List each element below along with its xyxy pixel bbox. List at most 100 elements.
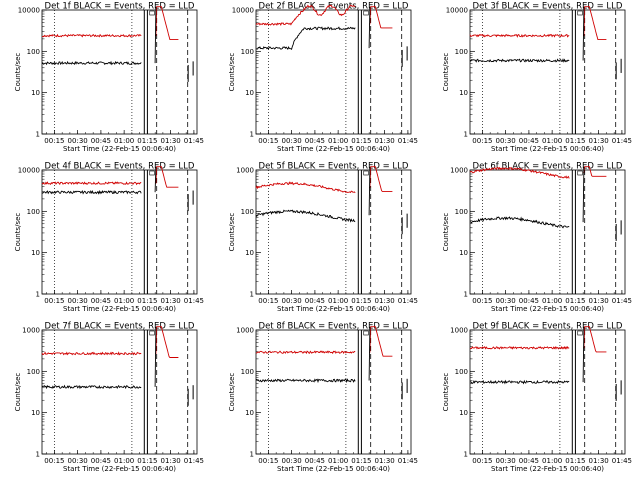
y-tick-label: 10 <box>459 89 468 97</box>
events-series-line <box>41 384 142 390</box>
y-tick-label: 1 <box>36 291 40 299</box>
y-tick-label: 100 <box>241 208 254 216</box>
x-tick-label: 00:15 <box>44 297 64 305</box>
x-axis-label: Start Time (22-Feb-15 00:06:40) <box>491 465 604 473</box>
y-axis-label: Counts/sec <box>14 53 22 92</box>
x-tick-label: 00:15 <box>472 297 492 305</box>
x-tick-label: 00:15 <box>258 457 278 465</box>
x-tick-label: 00:30 <box>282 457 302 465</box>
events-series-tail <box>582 326 585 383</box>
y-tick-label: 1 <box>250 451 254 459</box>
plot-frame <box>41 169 198 295</box>
y-axis-label: Counts/sec <box>228 373 236 412</box>
x-tick-label: 01:15 <box>137 297 157 305</box>
segment-marker <box>363 170 369 176</box>
segment-marker <box>363 330 369 336</box>
x-tick-label: 01:45 <box>184 137 204 145</box>
y-axis-label: Counts/sec <box>442 373 450 412</box>
x-tick-label: 00:30 <box>68 297 88 305</box>
x-tick-label: 00:15 <box>472 457 492 465</box>
y-tick-label: 1 <box>250 291 254 299</box>
events-series-tail <box>368 6 371 49</box>
x-tick-label: 00:30 <box>496 297 516 305</box>
lld-series-tail <box>155 6 179 41</box>
y-tick-label: 100 <box>455 368 468 376</box>
x-tick-label: 01:15 <box>137 137 157 145</box>
x-tick-label: 01:15 <box>351 457 371 465</box>
plot-frame <box>41 329 198 455</box>
events-series-tail <box>368 166 371 216</box>
segment-marker <box>149 10 155 16</box>
y-tick-label: 10000 <box>18 167 40 175</box>
events-series-tail <box>154 326 157 387</box>
x-tick-label: 01:00 <box>114 457 134 465</box>
x-axis-label: Start Time (22-Feb-15 00:06:40) <box>277 305 390 313</box>
lld-series-line <box>469 166 570 179</box>
x-tick-label: 01:30 <box>375 137 395 145</box>
x-tick-label: 00:15 <box>258 137 278 145</box>
y-tick-label: 10 <box>245 409 254 417</box>
x-tick-label: 01:00 <box>328 297 348 305</box>
y-tick-label: 100 <box>27 208 40 216</box>
plot-frame <box>469 169 626 295</box>
lld-series-line <box>41 351 142 356</box>
plot-frame <box>255 9 412 135</box>
events-series-line <box>255 26 356 50</box>
lld-series-line <box>255 350 356 355</box>
x-axis-label: Start Time (22-Feb-15 00:06:40) <box>491 305 604 313</box>
y-tick-label: 100 <box>27 368 40 376</box>
x-tick-label: 01:15 <box>137 457 157 465</box>
events-series-tail <box>582 6 585 61</box>
panel-title: Det 5f BLACK = Events, RED = LLD <box>259 162 409 172</box>
x-axis-label: Start Time (22-Feb-15 00:06:40) <box>63 465 176 473</box>
panel-title: Det 1f BLACK = Events, RED = LLD <box>45 2 195 12</box>
x-tick-label: 01:00 <box>328 137 348 145</box>
lld-series-tail <box>369 166 393 192</box>
x-tick-label: 00:30 <box>68 137 88 145</box>
x-tick-label: 00:15 <box>472 137 492 145</box>
panel-title: Det 9f BLACK = Events, RED = LLD <box>473 322 623 332</box>
y-tick-label: 100 <box>455 208 468 216</box>
x-axis-label: Start Time (22-Feb-15 00:06:40) <box>277 465 390 473</box>
y-tick-label: 1000 <box>236 167 254 175</box>
y-tick-label: 1 <box>36 131 40 139</box>
x-tick-label: 01:00 <box>542 137 562 145</box>
x-tick-label: 01:00 <box>542 297 562 305</box>
x-tick-label: 01:45 <box>612 297 632 305</box>
plot-frame <box>469 329 626 455</box>
y-axis-label: Counts/sec <box>228 213 236 252</box>
x-tick-label: 01:30 <box>161 457 181 465</box>
y-tick-label: 1 <box>464 131 468 139</box>
x-tick-label: 00:30 <box>282 137 302 145</box>
x-tick-label: 01:00 <box>114 297 134 305</box>
lld-series-line <box>469 33 570 38</box>
x-tick-label: 00:45 <box>91 137 111 145</box>
y-tick-label: 10 <box>31 249 40 257</box>
panel-det-2: Det 2f BLACK = Events, RED = LLD 1 10 100 10… <box>228 2 418 154</box>
plot-frame <box>255 329 412 455</box>
y-tick-label: 10 <box>31 409 40 417</box>
plot-frame <box>255 169 412 295</box>
events-series-line <box>41 189 142 195</box>
y-tick-label: 1 <box>250 131 254 139</box>
events-series-line <box>469 379 570 385</box>
panel-title: Det 4f BLACK = Events, RED = LLD <box>45 162 195 172</box>
events-series-tail <box>582 166 585 223</box>
x-tick-label: 00:45 <box>305 137 325 145</box>
x-tick-label: 00:30 <box>496 137 516 145</box>
x-tick-label: 00:30 <box>496 457 516 465</box>
panel-det-4: Det 4f BLACK = Events, RED = LLD 1 10 100 10… <box>14 162 204 314</box>
x-tick-label: 01:30 <box>589 457 609 465</box>
lld-series-tail <box>583 6 607 41</box>
y-tick-label: 1 <box>464 451 468 459</box>
y-tick-label: 10 <box>459 409 468 417</box>
y-tick-label: 1 <box>36 451 40 459</box>
x-tick-label: 01:15 <box>351 137 371 145</box>
lld-series-tail <box>155 326 179 358</box>
x-tick-label: 01:00 <box>542 457 562 465</box>
x-tick-label: 00:45 <box>91 297 111 305</box>
lld-series-line <box>42 33 142 38</box>
x-tick-label: 01:45 <box>398 297 418 305</box>
